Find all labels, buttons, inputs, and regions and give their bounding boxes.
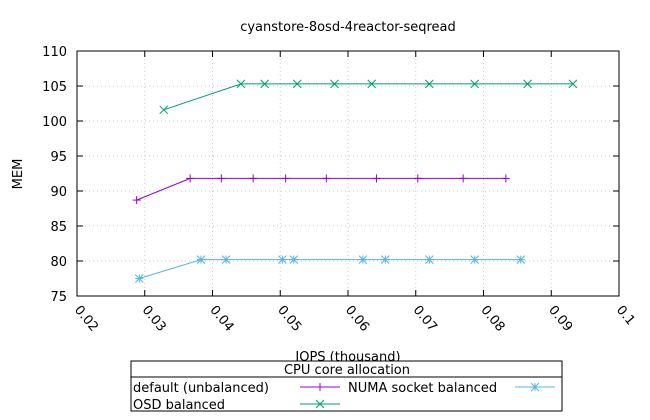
legend-entry: NUMA socket balanced <box>348 381 555 396</box>
series-layer <box>132 79 578 283</box>
legend: CPU core allocation default (unbalanced)… <box>130 360 563 413</box>
data-point <box>159 105 169 115</box>
data-point <box>470 79 480 89</box>
data-point <box>459 174 468 183</box>
legend-entries: default (unbalanced) NUMA socket balanced… <box>133 381 555 413</box>
data-point <box>217 174 226 183</box>
data-point <box>186 174 195 183</box>
ticks-layer: 75 80 85 90 95 100 105 110 0.02 0.03 0.04 0.05 0.06 0… <box>42 45 638 335</box>
legend-label: OSD balanced <box>133 398 225 413</box>
legend-title: CPU core allocation <box>284 363 410 378</box>
data-point <box>277 255 287 264</box>
x-tick-label: 0.08 <box>477 303 507 335</box>
x-tick-label: 0.05 <box>274 303 304 335</box>
data-point <box>470 255 480 264</box>
data-point <box>568 79 578 89</box>
data-point <box>196 255 206 264</box>
series-line <box>139 259 521 279</box>
data-point <box>132 196 141 205</box>
data-point <box>413 174 422 183</box>
data-point <box>134 274 144 283</box>
chart-title: cyanstore-8osd-4reactor-seqread <box>240 20 456 35</box>
x-tick-label: 0.04 <box>206 303 236 335</box>
legend-marker <box>530 382 540 392</box>
legend-label: NUMA socket balanced <box>348 381 497 396</box>
series-cross <box>159 79 578 115</box>
legend-marker <box>315 399 325 409</box>
data-point <box>249 174 258 183</box>
data-point <box>289 255 299 264</box>
series-line <box>163 83 573 111</box>
x-tick-label: 0.06 <box>342 303 372 335</box>
data-point <box>221 255 231 264</box>
y-tick-label: 90 <box>50 185 67 200</box>
data-point <box>358 255 368 264</box>
grid-layer <box>77 51 619 296</box>
data-point <box>260 79 270 89</box>
plot-frame <box>76 50 620 297</box>
series-star <box>134 255 526 283</box>
x-tick-label: 0.02 <box>71 303 101 335</box>
y-tick-label: 95 <box>50 150 67 165</box>
data-point <box>292 79 302 89</box>
data-point <box>424 79 434 89</box>
x-tick-label: 0.07 <box>410 303 440 335</box>
data-point <box>236 79 246 89</box>
y-tick-label: 100 <box>42 115 67 130</box>
y-tick-label: 110 <box>42 45 67 60</box>
legend-marker <box>316 383 324 391</box>
data-point <box>501 174 510 183</box>
legend-entry: OSD balanced <box>133 398 340 413</box>
data-point <box>372 174 381 183</box>
y-tick-label: 80 <box>50 255 67 270</box>
data-point <box>380 255 390 264</box>
x-tick-label: 0.1 <box>613 303 638 328</box>
series-line <box>136 177 506 201</box>
data-point <box>281 174 290 183</box>
data-point <box>367 79 377 89</box>
data-point <box>330 79 339 89</box>
y-axis-label: MEM <box>11 159 26 190</box>
legend-box <box>130 360 563 412</box>
y-tick-label: 85 <box>50 220 67 235</box>
y-tick-label: 75 <box>50 290 67 305</box>
data-point <box>322 174 331 183</box>
y-tick-label: 105 <box>42 80 67 95</box>
x-tick-label: 0.03 <box>139 303 169 335</box>
legend-entry: default (unbalanced) <box>133 381 340 396</box>
series-plus <box>132 174 510 205</box>
data-point <box>523 79 532 89</box>
x-tick-label: 0.09 <box>545 303 575 335</box>
data-point <box>516 255 526 264</box>
data-point <box>424 255 434 264</box>
legend-label: default (unbalanced) <box>133 381 269 396</box>
